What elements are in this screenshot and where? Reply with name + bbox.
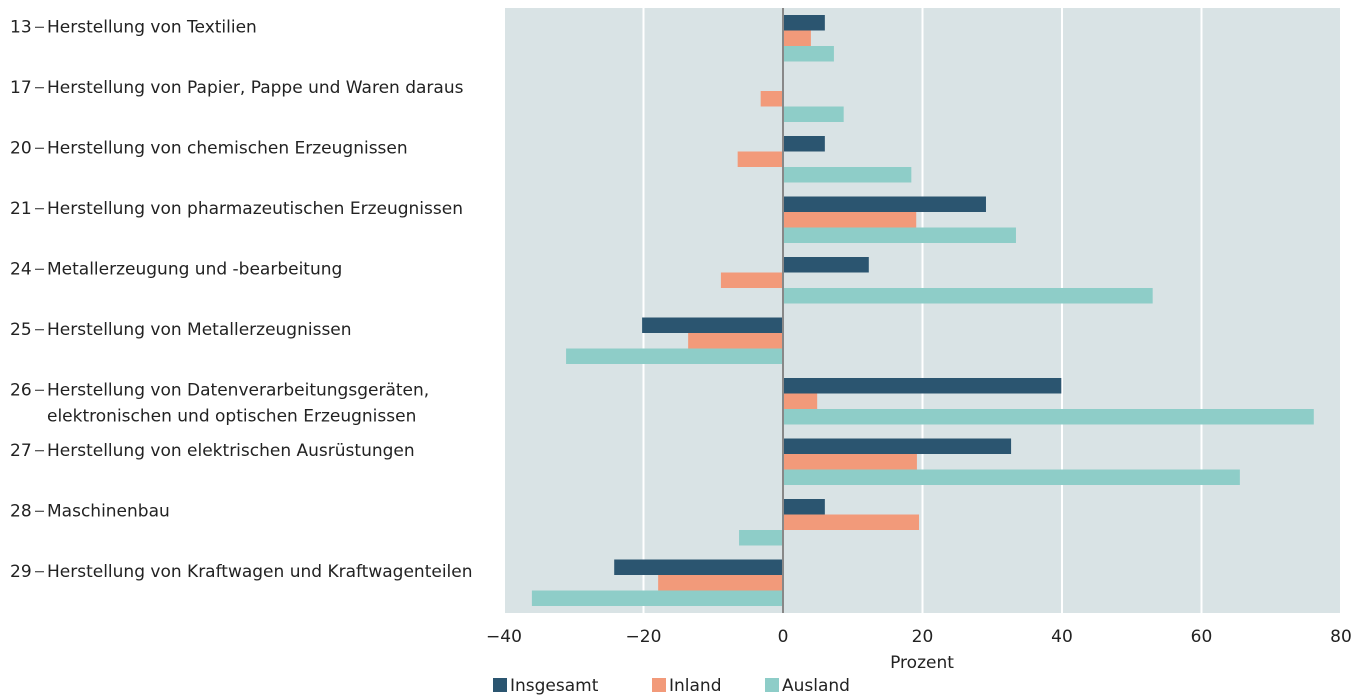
bar xyxy=(737,151,783,167)
bar xyxy=(783,257,869,273)
legend-label: Ausland xyxy=(782,676,850,696)
bar xyxy=(783,167,912,183)
bar xyxy=(783,196,986,212)
bar xyxy=(783,212,917,228)
bar xyxy=(658,575,783,591)
category-label: Herstellung von Textilien xyxy=(47,17,257,37)
bar xyxy=(783,438,1012,454)
category-label: elektronischen und optischen Erzeugnisse… xyxy=(47,406,416,426)
category-code: 13 xyxy=(10,17,32,37)
x-tick-label: 0 xyxy=(778,627,789,647)
bar xyxy=(783,288,1153,304)
bar xyxy=(566,348,783,364)
x-tick-label: 20 xyxy=(912,627,934,647)
bar xyxy=(783,499,825,515)
legend-swatch xyxy=(765,678,779,692)
category-code: 25 xyxy=(10,320,32,340)
bar xyxy=(783,514,920,530)
category-label: Herstellung von elektrischen Ausrüstunge… xyxy=(47,441,415,461)
bar xyxy=(739,530,783,546)
category-label: Herstellung von Papier, Pappe und Waren … xyxy=(47,78,464,98)
bar xyxy=(783,227,1016,243)
category-label: Herstellung von Metallerzeugnissen xyxy=(47,320,352,340)
bar xyxy=(688,333,783,349)
bar xyxy=(783,136,825,152)
bar xyxy=(783,393,818,409)
bar xyxy=(783,409,1314,425)
bar xyxy=(783,454,917,470)
bar xyxy=(783,469,1240,485)
category-code: 21 xyxy=(10,199,32,219)
bar xyxy=(783,30,811,46)
bar xyxy=(614,559,783,575)
category-label: Herstellung von chemischen Erzeugnissen xyxy=(47,138,408,158)
x-tick-label: 40 xyxy=(1051,627,1073,647)
bar xyxy=(720,272,783,288)
bar xyxy=(642,317,783,333)
legend-swatch xyxy=(652,678,666,692)
legend-label: Inland xyxy=(669,676,722,696)
legend-label: Insgesamt xyxy=(510,676,599,696)
bar xyxy=(783,15,825,31)
x-tick-label: −20 xyxy=(626,627,662,647)
category-code: 27 xyxy=(10,441,32,461)
x-axis-label: Prozent xyxy=(890,653,954,673)
category-code: 28 xyxy=(10,501,32,521)
category-label: Herstellung von pharmazeutischen Erzeugn… xyxy=(47,199,463,219)
category-code: 20 xyxy=(10,138,32,158)
category-label: Herstellung von Kraftwagen und Kraftwage… xyxy=(47,562,473,582)
category-label: Maschinenbau xyxy=(47,501,170,521)
category-code: 17 xyxy=(10,78,32,98)
x-tick-label: 60 xyxy=(1191,627,1213,647)
bar xyxy=(531,590,783,606)
bar xyxy=(783,378,1062,394)
bar xyxy=(783,106,844,122)
legend-swatch xyxy=(493,678,507,692)
bar xyxy=(760,91,783,107)
category-code: 24 xyxy=(10,259,32,279)
x-tick-label: 80 xyxy=(1330,627,1352,647)
category-code: 26 xyxy=(10,380,32,400)
category-code: 29 xyxy=(10,562,32,582)
x-tick-label: −40 xyxy=(486,627,522,647)
category-label: Metallerzeugung und -bearbeitung xyxy=(47,259,342,279)
category-label: Herstellung von Datenverarbeitungsgeräte… xyxy=(47,380,429,400)
bar xyxy=(783,46,834,62)
